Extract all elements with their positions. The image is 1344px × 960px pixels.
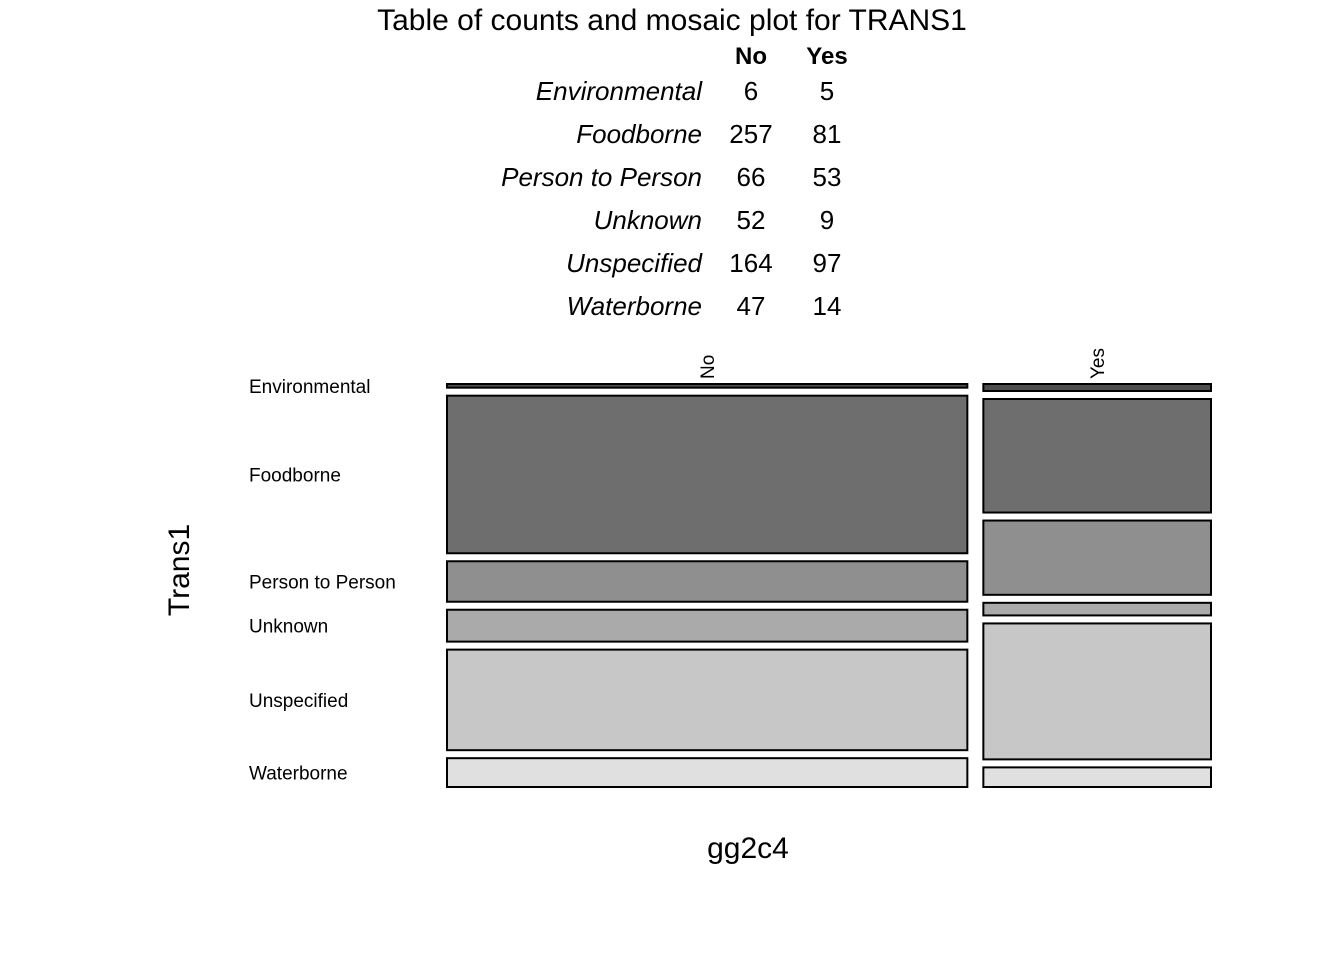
table-cell: 53: [813, 162, 842, 192]
mosaic-tile: [982, 766, 1213, 788]
mosaic-tile: [982, 622, 1213, 761]
row-label: Unspecified: [249, 691, 348, 712]
table-cell: 9: [820, 205, 834, 235]
row-label: Person to Person: [249, 573, 396, 594]
table-cell: 257: [729, 119, 772, 149]
mosaic-tile: [982, 398, 1213, 514]
mosaic-tile: [982, 601, 1213, 617]
table-cell: 5: [820, 76, 834, 106]
row-labels: Environmental Foodborne Person to Person Un…: [249, 377, 396, 785]
table-row-label: Waterborne: [567, 291, 702, 321]
y-axis-label: Trans1: [163, 524, 196, 616]
mosaic-tile: [982, 519, 1213, 596]
table-row-label: Person to Person: [501, 162, 702, 192]
table-column-header: No: [735, 43, 767, 70]
table-cell: 66: [737, 162, 766, 192]
table-cell: 164: [729, 248, 772, 278]
table-cell: 14: [813, 291, 842, 321]
mosaic-tile: [982, 383, 1213, 393]
table-row-label: Unspecified: [566, 248, 703, 278]
table-cell: 52: [737, 205, 766, 235]
mosaic-tile: [446, 383, 969, 389]
table-cell: 6: [744, 76, 758, 106]
row-label: Unknown: [249, 617, 328, 638]
column-label: No: [698, 355, 719, 379]
row-label: Waterborne: [249, 764, 348, 785]
table-cell: 81: [813, 119, 842, 149]
mosaic-tile: [446, 648, 969, 752]
row-label: Environmental: [249, 377, 370, 398]
mosaic-tile: [446, 394, 969, 555]
chart-title: Table of counts and mosaic plot for TRAN…: [377, 4, 967, 37]
counts-table: No Yes Environmental 6 5 Foodborne 257 81 Person…: [501, 43, 848, 321]
table-row-label: Foodborne: [576, 119, 702, 149]
mosaic-tile: [446, 757, 969, 788]
mosaic-tile: [446, 560, 969, 603]
x-axis-label: gg2c4: [707, 832, 789, 865]
table-cell: 47: [737, 291, 766, 321]
mosaic-tile: [446, 608, 969, 643]
column-labels: No Yes: [698, 348, 1109, 379]
table-row-label: Unknown: [594, 205, 702, 235]
row-label: Foodborne: [249, 465, 341, 486]
table-column-header: Yes: [806, 43, 847, 70]
table-cell: 97: [813, 248, 842, 278]
column-label: Yes: [1088, 348, 1109, 379]
mosaic-tiles: [446, 383, 1213, 788]
table-row-label: Environmental: [536, 76, 703, 106]
